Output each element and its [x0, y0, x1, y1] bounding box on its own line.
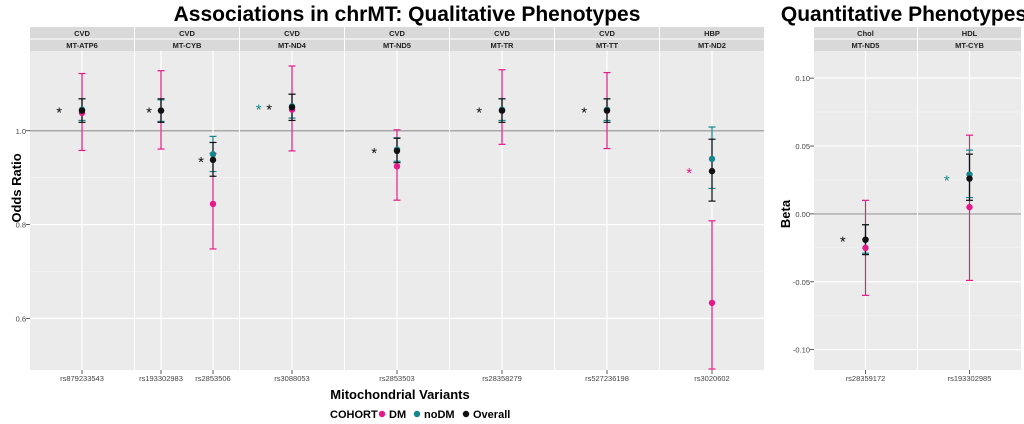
- y-tick-label: 1.0: [16, 127, 26, 136]
- data-point: [862, 244, 869, 252]
- significance-star: *: [198, 154, 204, 171]
- facet-gene-label: MT-ND4: [278, 41, 307, 50]
- facet-panel: CVD MT-ND4 rs3088053 **: [240, 27, 344, 383]
- x-tick-label: rs2853503: [379, 374, 414, 383]
- facet-phenotype-label: HDL: [962, 29, 978, 38]
- y-tick-label: 0.05: [795, 142, 810, 151]
- x-tick-label: rs193302985: [948, 374, 992, 383]
- data-point: [708, 167, 716, 175]
- y-tick-label: 0.10: [795, 74, 810, 83]
- data-point: [708, 299, 716, 307]
- facet-gene-label: MT-CYB: [955, 41, 984, 50]
- facet-gene-label: MT-TR: [491, 41, 514, 50]
- x-tick-label: rs3088053: [274, 374, 309, 383]
- data-point: [708, 155, 716, 163]
- legend-item-label: noDM: [424, 409, 455, 421]
- legend-key-dot: [462, 410, 470, 418]
- facet-panel: CVD MT-TR rs28358279 *: [450, 27, 554, 383]
- facet-panel: CVD MT-ND5 rs2853503 *: [345, 27, 449, 383]
- legend-item-label: DM: [389, 409, 406, 421]
- x-tick-label: rs193302983: [139, 374, 183, 383]
- y-axis-label-odds-ratio: Odds Ratio: [9, 153, 24, 222]
- significance-star: *: [840, 234, 846, 251]
- x-tick-label: rs527236198: [585, 374, 629, 383]
- x-tick-label: rs28358279: [482, 374, 522, 383]
- facet-panel: Chol MT-ND5 rs28359172 *: [814, 27, 917, 383]
- y-tick-label: -0.10: [793, 346, 810, 355]
- plot-area: 0.6 0.8 1.0 CVD MT-ATP6 rs879233543 * CVD MT-CYB…: [16, 27, 1021, 383]
- data-point: [498, 107, 506, 114]
- y-tick-label: -0.05: [793, 278, 810, 287]
- data-point: [288, 104, 296, 111]
- facet-phenotype-label: Chol: [857, 29, 874, 38]
- data-point: [393, 147, 401, 155]
- legend-item-label: Overall: [473, 409, 510, 421]
- x-tick-label: rs3020602: [694, 374, 729, 383]
- facet-phenotype-label: CVD: [74, 29, 90, 38]
- facet-phenotype-label: CVD: [179, 29, 195, 38]
- significance-star: *: [371, 145, 377, 162]
- significance-star: *: [56, 105, 62, 122]
- facet-panel: CVD MT-CYB rs193302983 * rs2853506 *: [135, 27, 239, 383]
- significance-star: *: [256, 101, 262, 118]
- y-axis-label-beta: Beta: [778, 199, 793, 228]
- y-tick-label: 0.6: [16, 314, 26, 323]
- facet-phenotype-label: HBP: [704, 29, 720, 38]
- data-point: [209, 151, 217, 158]
- significance-star: *: [686, 165, 692, 182]
- facet-phenotype-label: CVD: [284, 29, 300, 38]
- x-axis-label: Mitochondrial Variants: [330, 387, 469, 402]
- y-tick-label: 0.8: [16, 221, 26, 230]
- significance-star: *: [581, 105, 587, 122]
- facet-phenotype-label: CVD: [389, 29, 405, 38]
- facet-gene-label: MT-ATP6: [66, 41, 98, 50]
- data-point: [862, 236, 869, 243]
- facet-gene-label: MT-CYB: [173, 41, 202, 50]
- data-point: [157, 107, 165, 114]
- data-point: [209, 200, 217, 208]
- data-point: [209, 156, 217, 164]
- facet-panel: HBP MT-ND2 rs3020602 *: [660, 27, 764, 383]
- x-tick-label: rs2853506: [195, 374, 230, 383]
- facet-panel: HDL MT-CYB rs193302985 *: [918, 27, 1021, 383]
- data-point: [966, 175, 973, 182]
- facet-phenotype-label: CVD: [599, 29, 615, 38]
- x-tick-label: rs28359172: [846, 374, 886, 383]
- facet-gene-label: MT-ND2: [698, 41, 726, 50]
- legend-key-dot: [413, 410, 421, 418]
- legend-title: COHORT: [330, 409, 378, 421]
- facet-panel: CVD MT-TT rs527236198 *: [555, 27, 659, 383]
- data-point: [603, 107, 611, 114]
- data-point: [966, 203, 973, 211]
- facet-phenotype-label: CVD: [494, 29, 510, 38]
- panel-background: [135, 51, 239, 370]
- facet-gene-label: MT-ND5: [852, 41, 880, 50]
- significance-star: *: [944, 173, 950, 190]
- y-tick-label: 0.00: [795, 210, 810, 219]
- legend: COHORT DM noDM Overall: [330, 409, 510, 421]
- data-point: [78, 107, 86, 114]
- facet-gene-label: MT-TT: [596, 41, 618, 50]
- significance-star: *: [146, 105, 152, 122]
- facet-gene-label: MT-ND5: [383, 41, 411, 50]
- data-point: [393, 163, 401, 170]
- facet-panel: CVD MT-ATP6 rs879233543 *: [30, 27, 134, 383]
- chart-title-qualitative: Associations in chrMT: Qualitative Pheno…: [174, 3, 641, 26]
- significance-star: *: [266, 101, 272, 118]
- x-tick-label: rs879233543: [60, 374, 104, 383]
- chart-title-quantitative: Quantitative Phenotypes: [781, 3, 1024, 26]
- legend-key-dot: [378, 410, 386, 418]
- significance-star: *: [476, 105, 482, 122]
